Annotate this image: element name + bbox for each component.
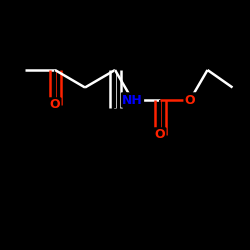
- Text: O: O: [50, 98, 60, 112]
- Text: NH: NH: [122, 94, 143, 106]
- Text: O: O: [185, 94, 195, 106]
- Text: O: O: [155, 128, 165, 141]
